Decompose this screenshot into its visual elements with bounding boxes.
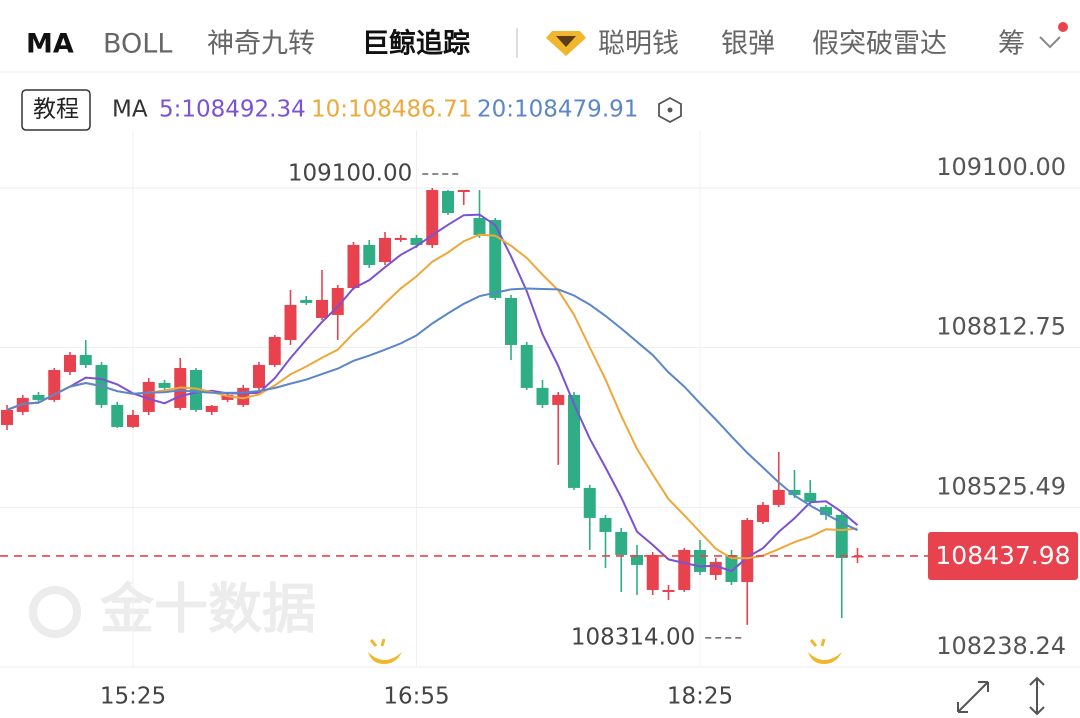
ma-title: MA: [112, 97, 148, 123]
y-tick-label: 109100.00: [936, 153, 1066, 181]
ma-legend: 20:108479.91: [477, 97, 638, 123]
candle-body: [615, 531, 628, 555]
candle-body: [347, 244, 360, 288]
candle-body: [111, 404, 124, 427]
candle-body: [1, 409, 13, 425]
scale-icon[interactable]: [1029, 676, 1045, 716]
candle-body: [505, 297, 517, 345]
settings-icon-dot: [667, 107, 673, 113]
tab[interactable]: BOLL: [103, 29, 172, 60]
watermark: 金十数据: [99, 578, 316, 641]
candle-body: [788, 489, 801, 495]
y-tick-label: 108238.24: [936, 632, 1066, 660]
candle-body: [772, 489, 785, 505]
candle-body: [694, 549, 706, 572]
candle-body: [426, 190, 439, 245]
candle-body: [221, 394, 234, 400]
candle-body: [552, 394, 565, 405]
candle-body: [300, 299, 313, 303]
last-price-box: [928, 531, 1078, 580]
tab[interactable]: 聪明钱: [598, 29, 679, 60]
candle-body: [835, 514, 848, 558]
candle-body: [379, 237, 391, 262]
tutorial-button[interactable]: [21, 89, 91, 131]
candle-body: [631, 554, 643, 565]
settings-icon[interactable]: [658, 96, 682, 124]
candle-body: [568, 394, 580, 488]
y-tick-label: 108812.75: [936, 313, 1066, 341]
candle-body: [32, 394, 45, 400]
candle-body: [284, 304, 297, 340]
candle-body: [725, 554, 738, 582]
candle-body: [489, 220, 502, 298]
tab[interactable]: 神奇九转: [207, 29, 315, 60]
candle-body: [757, 504, 769, 522]
diamond-icon-inner: [556, 36, 576, 47]
x-tick-label: 18:25: [667, 684, 733, 710]
whale-icon: [808, 638, 842, 664]
x-tick-label: 16:55: [383, 684, 449, 710]
candle-body: [142, 381, 155, 412]
whale-icon: [368, 638, 402, 664]
candle-body: [741, 519, 754, 582]
tab[interactable]: 筹: [998, 29, 1025, 60]
candle-body: [820, 506, 832, 515]
ma-line: [6, 287, 858, 532]
candle-body: [410, 237, 423, 245]
high-annotation: 109100.00: [288, 161, 412, 187]
candle-body: [457, 190, 470, 193]
more-chevron[interactable]: [1039, 36, 1061, 49]
candle-body: [268, 336, 281, 365]
tab[interactable]: MA: [26, 29, 74, 60]
watermark-logo: [29, 586, 81, 638]
candle-body: [79, 354, 92, 365]
candle-body: [520, 344, 533, 388]
ma-legend: 10:108486.71: [311, 97, 472, 123]
tab-bar: MA BOLL 神奇九转 巨鲸追踪 聪明钱 银弹 假突破雷达 筹: [26, 22, 1068, 60]
ma-legend: 5:108492.34: [159, 97, 306, 123]
candle-body: [253, 364, 265, 388]
candle-body: [536, 387, 549, 405]
candle-body: [394, 237, 407, 240]
candle-body: [473, 218, 486, 235]
tab[interactable]: 巨鲸追踪: [362, 28, 470, 60]
candle-body: [190, 369, 202, 410]
notice-dot: [1058, 22, 1068, 32]
low-annotation: 108314.00: [571, 624, 695, 650]
plot: 108238.24 108525.49 108812.75 109100.00 15:2…: [0, 130, 1080, 710]
candle-body: [583, 487, 596, 518]
candle-body: [678, 549, 691, 590]
fullscreen-icon[interactable]: [957, 681, 989, 713]
candle-body: [442, 191, 454, 214]
ma-line: [6, 233, 858, 560]
x-tick-label: 15:25: [100, 684, 166, 710]
y-tick-label: 108525.49: [936, 472, 1066, 500]
candle-body: [804, 492, 817, 502]
candle-body: [363, 244, 376, 265]
candle-body: [709, 561, 722, 575]
ma-line: [6, 213, 859, 573]
candle-body: [95, 364, 108, 405]
candle-body: [158, 382, 171, 388]
candle-body: [646, 554, 659, 590]
candle-body: [662, 589, 675, 592]
tab[interactable]: 银弹: [721, 29, 775, 60]
candle-body: [205, 405, 218, 412]
tab[interactable]: 假突破雷达: [812, 29, 947, 60]
candle-body: [599, 517, 612, 532]
tutorial-label: 教程: [33, 97, 79, 123]
candle-body: [127, 414, 139, 427]
candle-body: [316, 299, 328, 318]
candle-body: [64, 354, 76, 372]
last-price-label: 108437.98: [935, 541, 1070, 570]
